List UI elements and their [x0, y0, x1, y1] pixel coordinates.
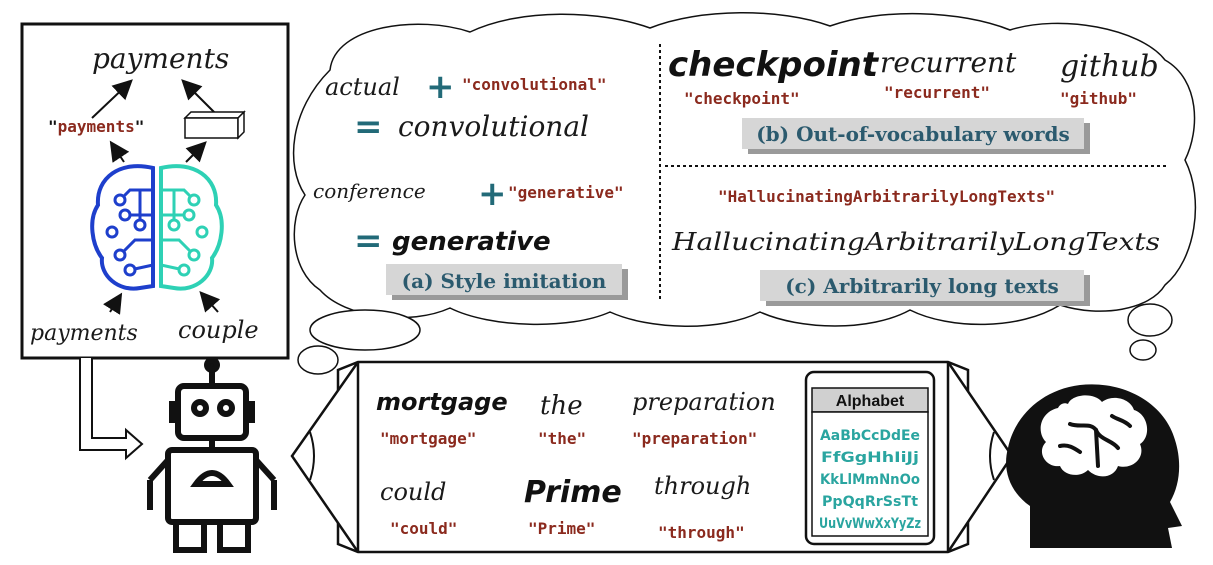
plus-sign-2: + — [478, 174, 507, 214]
sample-handwriting-through: through — [654, 472, 751, 500]
samples-panel: mortgage the preparation "mortgage" "the… — [290, 360, 1014, 554]
left-bottom-handwriting-2: couple — [178, 316, 259, 344]
style-handwriting-actual: actual — [325, 73, 400, 101]
sample-handwriting-the: the — [540, 391, 583, 421]
left-label-text: payments — [58, 117, 135, 136]
long-text-handwriting: HallucinatingArbitrarilyLongTexts — [671, 228, 1160, 256]
elbow-arrow — [79, 358, 144, 461]
alphabet-row-4: PpQqRrSsTt — [822, 494, 918, 510]
neural-brain-icon — [90, 164, 224, 291]
sample-handwriting-could: could — [380, 478, 446, 506]
human-head-brain-icon — [1006, 384, 1182, 548]
style-label-convolutional: "convolutional" — [462, 75, 607, 94]
left-panel: payments "payments" — [20, 22, 290, 360]
alphabet-row-2: FfGgHhIiJj — [821, 450, 919, 466]
caption-long-texts: (c) Arbitrarily long texts — [785, 274, 1059, 298]
sample-label-could: "could" — [390, 519, 457, 538]
sample-label-preparation: "preparation" — [632, 429, 757, 448]
left-label-quote-close: " — [135, 117, 145, 136]
sample-handwriting-prime: Prime — [524, 475, 622, 510]
sample-label-through: "through" — [658, 523, 745, 542]
caption-style-imitation: (a) Style imitation — [402, 269, 607, 293]
alphabet-title: Alphabet — [836, 393, 905, 410]
oov-label-github: "github" — [1060, 89, 1137, 108]
style-label-generative: "generative" — [508, 183, 624, 202]
oov-label-recurrent: "recurrent" — [884, 83, 990, 102]
style-imitation-section: actual + "convolutional" = convolutional… — [313, 67, 628, 300]
style-handwriting-conference: conference — [313, 179, 426, 203]
sample-handwriting-mortgage: mortgage — [376, 388, 508, 416]
style-vector-icon — [183, 110, 246, 140]
left-bottom-handwriting-1: payments — [30, 321, 138, 346]
long-text-label: "HallucinatingArbitrarilyLongTexts" — [718, 187, 1055, 206]
robot-icon — [147, 357, 277, 553]
sample-handwriting-preparation: preparation — [632, 388, 776, 416]
oov-handwriting-recurrent: recurrent — [880, 46, 1017, 79]
alphabet-card: Alphabet AaBbCcDdEe FfGgHhIiJj KkLlMmNnO… — [804, 370, 936, 546]
left-label-quote-open: " — [48, 117, 58, 136]
svg-text:"payments": "payments" — [48, 117, 144, 136]
equals-sign-2: = — [354, 221, 383, 261]
alphabet-row-5: UuVvWwXxYyZz — [819, 516, 921, 532]
alphabet-row-3: KkLlMmNnOo — [820, 472, 920, 488]
alphabet-row-1: AaBbCcDdEe — [820, 428, 920, 444]
oov-label-checkpoint: "checkpoint" — [684, 89, 800, 108]
oov-section: checkpoint recurrent github "checkpoint"… — [668, 45, 1159, 154]
thought-cloud — [292, 12, 1197, 375]
plus-sign-1: + — [426, 67, 455, 107]
oov-handwriting-github: github — [1060, 49, 1159, 84]
sample-label-mortgage: "mortgage" — [380, 429, 476, 448]
oov-handwriting-checkpoint: checkpoint — [668, 45, 880, 85]
equals-sign-1: = — [354, 107, 383, 147]
caption-oov: (b) Out-of-vocabulary words — [756, 122, 1070, 146]
sample-label-prime: "Prime" — [528, 519, 595, 538]
left-top-handwriting: payments — [92, 42, 229, 75]
generated-convolutional: convolutional — [398, 110, 589, 143]
sample-label-the: "the" — [538, 429, 586, 448]
generated-generative: generative — [392, 227, 551, 257]
long-text-section: "HallucinatingArbitrarilyLongTexts" Hall… — [671, 187, 1160, 306]
